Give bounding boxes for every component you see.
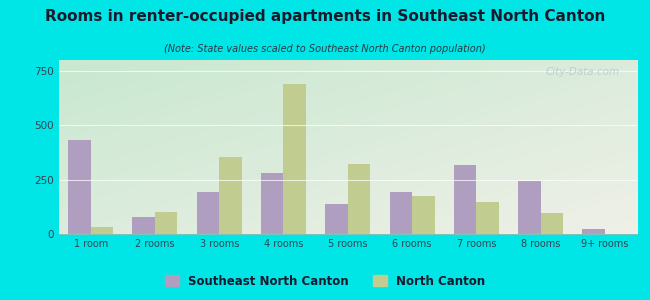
Bar xyxy=(348,164,370,234)
Bar xyxy=(283,84,306,234)
Bar xyxy=(476,202,499,234)
Text: City-Data.com: City-Data.com xyxy=(545,67,619,77)
Bar xyxy=(68,140,90,234)
Bar xyxy=(389,192,412,234)
Bar xyxy=(454,166,476,234)
Text: (Note: State values scaled to Southeast North Canton population): (Note: State values scaled to Southeast … xyxy=(164,44,486,53)
Text: Rooms in renter-occupied apartments in Southeast North Canton: Rooms in renter-occupied apartments in S… xyxy=(45,9,605,24)
Bar xyxy=(412,196,434,234)
Bar xyxy=(133,217,155,234)
Bar xyxy=(155,212,177,234)
Bar xyxy=(219,157,242,234)
Legend: Southeast North Canton, North Canton: Southeast North Canton, North Canton xyxy=(161,271,489,291)
Bar xyxy=(197,192,219,234)
Bar xyxy=(582,229,605,234)
Bar xyxy=(90,227,113,234)
Bar xyxy=(325,203,348,234)
Bar xyxy=(261,173,283,234)
Bar xyxy=(518,181,541,234)
Bar xyxy=(541,213,563,234)
